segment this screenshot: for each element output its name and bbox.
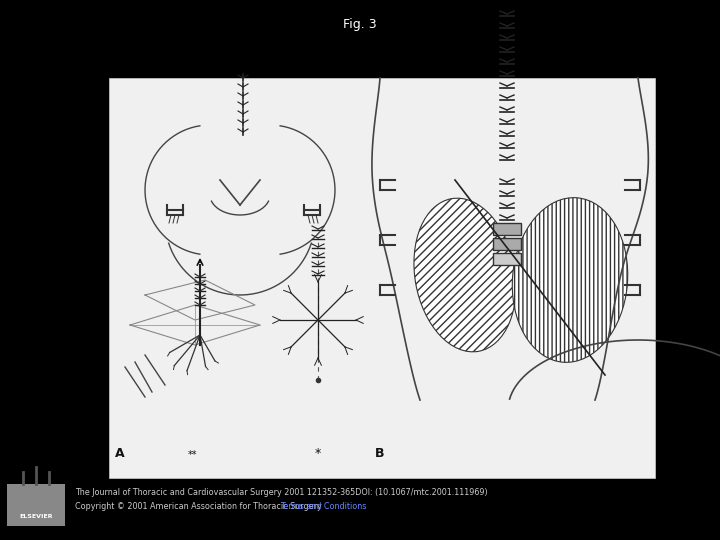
Bar xyxy=(493,223,521,235)
Ellipse shape xyxy=(512,198,628,362)
Text: Copyright © 2001 American Association for Thoracic Surgery: Copyright © 2001 American Association fo… xyxy=(75,502,324,511)
Text: A: A xyxy=(115,447,125,460)
Text: Fig. 3: Fig. 3 xyxy=(343,18,377,31)
Text: *: * xyxy=(315,447,321,460)
Bar xyxy=(109,78,655,478)
Ellipse shape xyxy=(414,198,516,352)
Text: B: B xyxy=(375,447,384,460)
Bar xyxy=(6,484,66,526)
Bar xyxy=(493,238,521,250)
Text: Terms and Conditions: Terms and Conditions xyxy=(280,502,366,511)
Text: ELSEVIER: ELSEVIER xyxy=(19,515,53,519)
Bar xyxy=(493,253,521,265)
Text: **: ** xyxy=(188,450,198,460)
Text: The Journal of Thoracic and Cardiovascular Surgery 2001 121352-365DOI: (10.1067/: The Journal of Thoracic and Cardiovascul… xyxy=(75,488,487,497)
